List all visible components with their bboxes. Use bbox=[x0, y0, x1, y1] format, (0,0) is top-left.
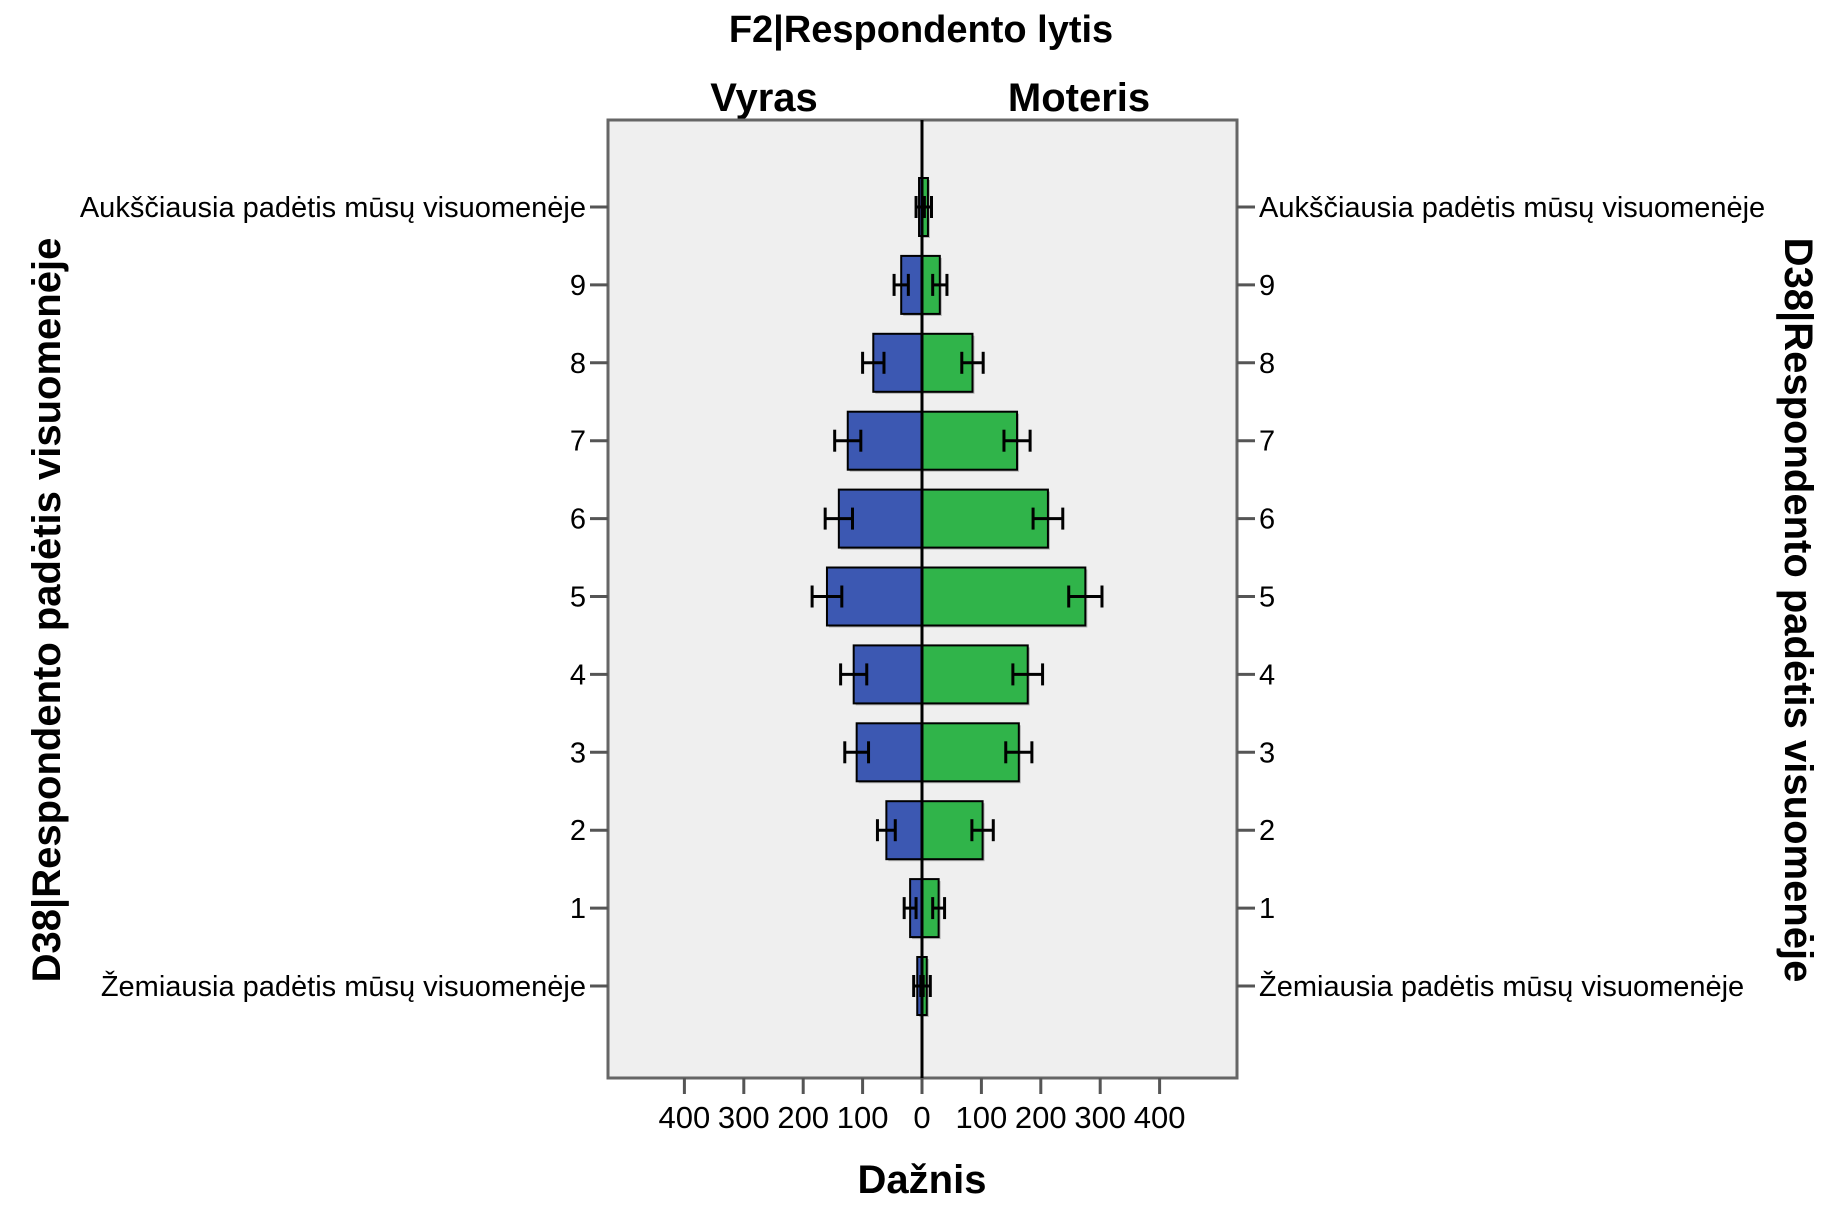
y-tick-label-right: Žemiausia padėtis mūsų visuomenėje bbox=[1259, 970, 1744, 1003]
panel-label-right: Moteris bbox=[1008, 76, 1150, 120]
y-tick-label-left: 4 bbox=[570, 659, 586, 691]
bar-moteris bbox=[921, 566, 1087, 627]
x-tick-label: 300 bbox=[718, 1100, 770, 1135]
bar-vyras bbox=[872, 332, 923, 393]
x-axis-title: Dažnis bbox=[858, 1158, 987, 1202]
x-tick-label: 400 bbox=[1134, 1100, 1186, 1135]
y-tick-label-left: 3 bbox=[570, 737, 586, 769]
y-tick-label-left: Žemiausia padėtis mūsų visuomenėje bbox=[101, 970, 586, 1003]
x-tick-label: 0 bbox=[913, 1100, 930, 1135]
y-tick-label-left: 6 bbox=[570, 504, 586, 536]
y-tick-label-right: 3 bbox=[1259, 737, 1275, 769]
y-tick-label-right: 7 bbox=[1259, 426, 1275, 458]
x-tick-label: 300 bbox=[1074, 1100, 1126, 1135]
y-tick-label-right: 6 bbox=[1259, 504, 1275, 536]
chart-title: F2|Respondento lytis bbox=[729, 9, 1113, 51]
y-tick-label-right: 8 bbox=[1259, 348, 1275, 380]
bar-moteris bbox=[921, 410, 1019, 471]
y-tick-label-left: 9 bbox=[570, 270, 586, 302]
y-tick-label-left: 5 bbox=[570, 582, 586, 614]
x-tick-label: 200 bbox=[777, 1100, 829, 1135]
y-tick-label-right: 5 bbox=[1259, 582, 1275, 614]
y-tick-label-right: 4 bbox=[1259, 659, 1275, 691]
y-tick-label-left: 8 bbox=[570, 348, 586, 380]
x-tick-label: 100 bbox=[837, 1100, 889, 1135]
bar-moteris bbox=[921, 488, 1049, 549]
x-tick-label: 100 bbox=[956, 1100, 1008, 1135]
y-tick-label-right: 2 bbox=[1259, 815, 1275, 847]
y-tick-label-right: 9 bbox=[1259, 270, 1275, 302]
panel-label-left: Vyras bbox=[710, 76, 818, 120]
bar-moteris bbox=[921, 722, 1020, 783]
y-tick-label-left: 7 bbox=[570, 426, 586, 458]
y-tick-label-right: Aukščiausia padėtis mūsų visuomenėje bbox=[1259, 192, 1765, 224]
y-tick-label-right: 1 bbox=[1259, 893, 1275, 925]
y-axis-title-left: D38|Respondento padėtis visuomenėje bbox=[25, 238, 69, 983]
x-tick-label: 400 bbox=[659, 1100, 711, 1135]
bar-moteris bbox=[921, 644, 1029, 705]
y-tick-label-left: 1 bbox=[570, 893, 586, 925]
x-tick-label: 200 bbox=[1015, 1100, 1067, 1135]
y-axis-title-right: D38|Respondento padėtis visuomenėje bbox=[1776, 238, 1820, 983]
y-tick-label-left: 2 bbox=[570, 815, 586, 847]
y-tick-label-left: Aukščiausia padėtis mūsų visuomenėje bbox=[80, 192, 586, 224]
